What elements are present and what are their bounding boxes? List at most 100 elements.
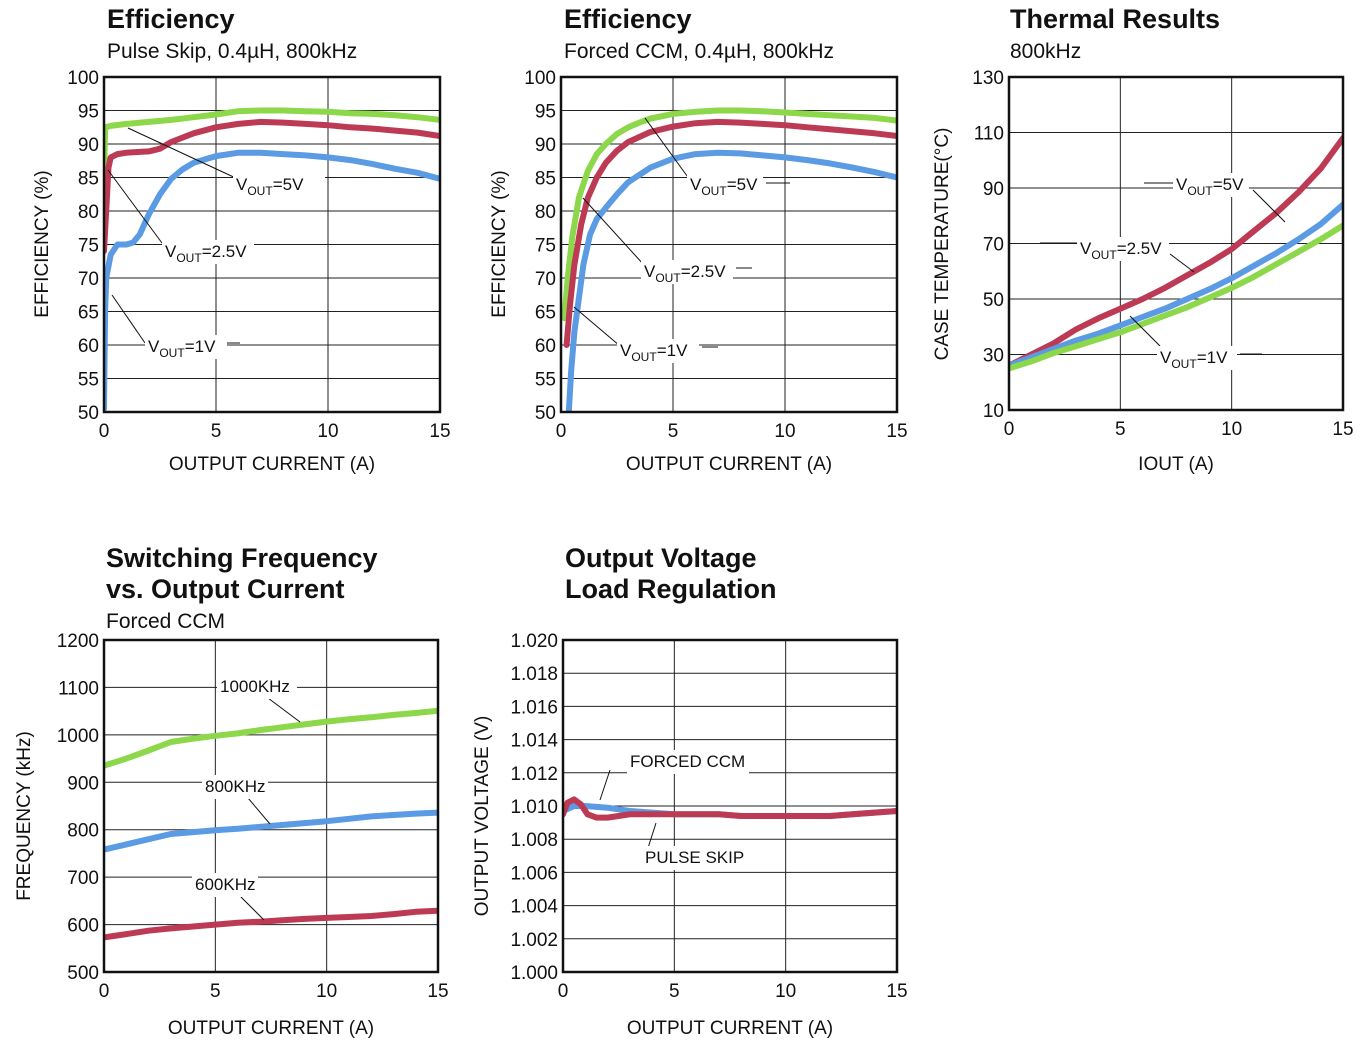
annotation-leader-line: [239, 895, 265, 921]
y-tick-label: 65: [78, 303, 99, 324]
x-tick-label: 10: [774, 421, 795, 442]
x-tick-label: 5: [668, 421, 679, 442]
y-tick-label: 80: [535, 202, 556, 223]
y-tick-label: 90: [78, 135, 99, 156]
annotation-background: [145, 335, 227, 359]
annotation-label: VOUT=5V: [236, 175, 304, 198]
y-tick-label: 90: [535, 135, 556, 156]
annotation-label: VOUT=1V: [620, 341, 688, 364]
series-group: [104, 707, 438, 941]
y-tick-label: 900: [67, 773, 99, 794]
y-tick-label: 80: [78, 202, 99, 223]
y-tick-label: 70: [535, 269, 556, 290]
annotation-label-value: =2.5V: [1117, 239, 1163, 258]
y-tick-label: 75: [78, 236, 99, 257]
y-tick-label: 50: [983, 290, 1004, 311]
annotation-leader-line: [1252, 189, 1286, 223]
annotation-label: 1000KHz: [220, 677, 290, 696]
y-tick-label: 1.016: [510, 697, 558, 718]
annotation-background: [641, 260, 733, 284]
series-line-1: [104, 707, 438, 769]
annotation-label: VOUT=1V: [148, 337, 216, 360]
x-tick-label: 15: [886, 421, 907, 442]
y-tick-label: 85: [78, 169, 99, 190]
annotation-2: PULSE SKIP: [642, 822, 746, 870]
annotation-background: [217, 675, 297, 699]
y-tick-label: 60: [78, 336, 99, 357]
y-tick-label: 1.020: [510, 631, 558, 652]
annotation-label-value: =5V: [727, 175, 758, 194]
chart-title: Efficiency: [107, 4, 235, 34]
annotation-background: [1173, 173, 1249, 197]
series-group: [561, 107, 897, 412]
annotation-2: VOUT=2.5V: [107, 169, 254, 265]
series-line-1: [561, 107, 897, 322]
x-tick-label: 15: [427, 981, 448, 1002]
annotation-label-subscript: OUT: [176, 251, 202, 265]
annotation-2: 800KHz: [202, 775, 271, 825]
annotation-background: [202, 775, 268, 799]
series-line-2: [563, 796, 897, 821]
annotation-label-subscript: OUT: [701, 184, 727, 198]
plot-frame: [559, 75, 899, 414]
chart-title: Thermal Results: [1010, 4, 1220, 34]
chart-title: Output Voltage: [565, 543, 756, 573]
annotation-1: 1000KHz: [217, 675, 301, 723]
x-tick-label: 5: [211, 421, 222, 442]
y-tick-label: 1100: [58, 678, 99, 699]
annotation-label-value: =2.5V: [681, 262, 727, 281]
x-tick-label: 10: [775, 981, 796, 1002]
chart-title-line2: Load Regulation: [565, 574, 777, 604]
y-tick-label: 50: [78, 403, 99, 424]
y-tick-label: 85: [535, 169, 556, 190]
annotation-leader-line: [582, 197, 645, 266]
annotation-leader-line: [573, 306, 621, 347]
annotation-leader-line: [599, 769, 611, 801]
y-tick-label: 1.012: [510, 764, 558, 785]
y-tick-label: 70: [983, 235, 1004, 256]
annotation-leader-line: [647, 822, 657, 849]
y-tick-label: 700: [67, 868, 99, 889]
series-line-1: [104, 107, 440, 188]
chart-subtitle: 800kHz: [1010, 40, 1081, 63]
chart-subtitle: Forced CCM: [106, 610, 225, 633]
x-tick-label: 10: [1221, 419, 1242, 440]
x-tick-label: 5: [1115, 419, 1126, 440]
y-tick-label: 1.010: [510, 797, 558, 818]
annotation-label-value: =5V: [273, 175, 304, 194]
y-tick-label: 1200: [57, 631, 99, 652]
plot-frame: [561, 638, 899, 974]
annotation-label: VOUT=2.5V: [644, 262, 726, 285]
annotation-3: VOUT=1V: [1129, 315, 1262, 371]
y-tick-label: 1.018: [510, 664, 558, 685]
annotation-label-subscript: OUT: [631, 350, 657, 364]
annotation-background: [192, 873, 258, 897]
plot-frame: [1007, 75, 1345, 412]
x-tick-label: 15: [886, 981, 907, 1002]
chart-title: Efficiency: [564, 4, 692, 34]
y-tick-label: 50: [535, 403, 556, 424]
y-tick-label: 110: [974, 124, 1004, 145]
series-line-2: [563, 118, 897, 348]
y-tick-label: 600: [67, 916, 99, 937]
y-tick-label: 130: [972, 68, 1004, 89]
annotation-background: [233, 173, 325, 197]
annotation-leader-line: [111, 294, 146, 344]
series-line-2: [1009, 201, 1343, 369]
annotation-label-main: V: [1160, 348, 1172, 367]
y-tick-label: 90: [983, 179, 1004, 200]
y-tick-label: 1.000: [510, 963, 558, 984]
annotation-label: VOUT=5V: [1176, 175, 1244, 198]
annotation-1: VOUT=5V: [644, 117, 790, 198]
annotation-label: 800KHz: [205, 777, 265, 796]
x-tick-label: 15: [429, 421, 450, 442]
annotation-label-main: V: [644, 262, 656, 281]
annotation-3: 600KHz: [192, 873, 265, 921]
annotation-background: [1077, 237, 1169, 261]
annotation-background: [642, 846, 746, 870]
y-tick-label: 55: [535, 370, 556, 391]
y-tick-label: 500: [67, 963, 99, 984]
chart-title: Switching Frequency: [106, 543, 378, 573]
annotation-label-value: =2.5V: [202, 242, 248, 261]
series-group: [563, 796, 897, 821]
